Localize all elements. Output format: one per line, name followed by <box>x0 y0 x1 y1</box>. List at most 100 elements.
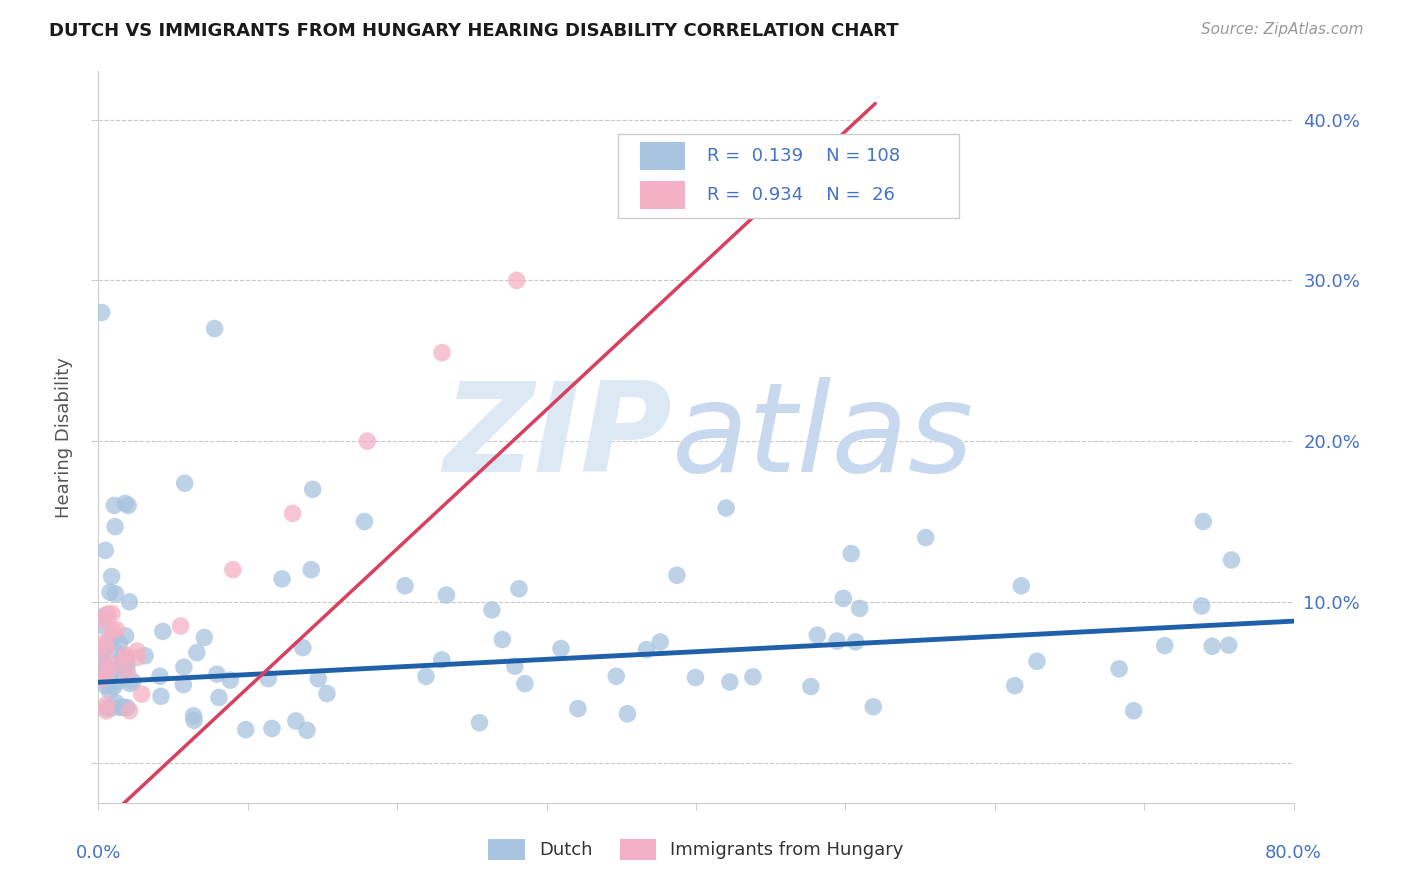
Point <box>115 657 138 671</box>
Point <box>394 579 416 593</box>
Point <box>1192 515 1215 529</box>
Point <box>685 671 707 685</box>
Point <box>97 635 120 649</box>
Point <box>115 700 138 714</box>
Point <box>94 543 117 558</box>
Bar <box>619 134 959 218</box>
Point <box>111 649 134 664</box>
Point <box>101 607 124 621</box>
Point <box>173 476 195 491</box>
Point <box>97 607 120 621</box>
Point <box>839 547 862 561</box>
Point <box>1191 599 1213 613</box>
Point <box>94 635 117 649</box>
Point <box>98 585 121 599</box>
Point <box>848 601 870 615</box>
Point <box>91 672 114 686</box>
Point <box>103 680 125 694</box>
Point <box>260 722 283 736</box>
Point <box>94 704 117 718</box>
Point <box>183 708 205 723</box>
Point <box>110 659 132 673</box>
Point <box>481 603 503 617</box>
Point <box>108 700 131 714</box>
Point <box>96 698 118 712</box>
Point <box>513 676 536 690</box>
Point <box>104 587 127 601</box>
Point <box>503 659 526 673</box>
Point <box>117 667 139 681</box>
Point <box>193 631 215 645</box>
Point <box>94 608 117 623</box>
Text: 0.0%: 0.0% <box>76 845 121 863</box>
Point <box>105 623 128 637</box>
Point <box>832 591 855 606</box>
Point <box>222 563 245 577</box>
Point <box>616 706 638 721</box>
Point <box>219 673 242 687</box>
Y-axis label: Hearing Disability: Hearing Disability <box>55 357 73 517</box>
Point <box>1218 638 1240 652</box>
Point <box>90 305 112 319</box>
Point <box>567 701 589 715</box>
Point <box>91 613 114 627</box>
Point <box>1108 662 1130 676</box>
Point <box>91 656 114 670</box>
Point <box>436 588 458 602</box>
Point <box>845 635 868 649</box>
Point <box>169 619 191 633</box>
Point <box>111 700 134 714</box>
Text: R =  0.139    N = 108: R = 0.139 N = 108 <box>707 147 900 165</box>
Point <box>257 672 280 686</box>
Point <box>127 650 149 665</box>
Point <box>173 660 195 674</box>
Point <box>131 687 153 701</box>
Point <box>307 672 329 686</box>
Point <box>103 499 125 513</box>
Text: DUTCH VS IMMIGRANTS FROM HUNGARY HEARING DISABILITY CORRELATION CHART: DUTCH VS IMMIGRANTS FROM HUNGARY HEARING… <box>49 22 898 40</box>
Point <box>1010 579 1032 593</box>
Text: atlas: atlas <box>672 376 974 498</box>
Point <box>114 629 136 643</box>
Point <box>204 321 226 335</box>
Point <box>104 645 127 659</box>
Point <box>1153 639 1175 653</box>
Point <box>94 679 117 693</box>
Point <box>271 572 294 586</box>
Legend: Dutch, Immigrants from Hungary: Dutch, Immigrants from Hungary <box>481 831 911 867</box>
Point <box>96 701 118 715</box>
Point <box>281 507 304 521</box>
Point <box>825 634 848 648</box>
Point <box>118 704 141 718</box>
Point <box>118 595 141 609</box>
Point <box>118 676 141 690</box>
Point <box>121 674 143 689</box>
Point <box>108 636 131 650</box>
Point <box>114 496 136 510</box>
Point <box>98 684 121 698</box>
Point <box>301 483 323 497</box>
Point <box>316 687 339 701</box>
Point <box>105 696 128 710</box>
Point <box>101 624 124 638</box>
Point <box>115 651 138 665</box>
Point <box>468 715 491 730</box>
Point <box>914 531 936 545</box>
Point <box>506 273 529 287</box>
Point <box>295 723 318 738</box>
Point <box>291 640 314 655</box>
Text: Source: ZipAtlas.com: Source: ZipAtlas.com <box>1201 22 1364 37</box>
Point <box>284 714 307 728</box>
Point <box>108 674 131 689</box>
Point <box>91 653 114 667</box>
Point <box>1026 654 1049 668</box>
Point <box>115 648 138 662</box>
Point <box>205 667 228 681</box>
Point <box>430 653 453 667</box>
Point <box>172 678 194 692</box>
Point <box>93 642 115 657</box>
Point <box>605 669 627 683</box>
Point <box>806 628 828 642</box>
Bar <box>640 143 685 170</box>
Point <box>101 631 124 645</box>
